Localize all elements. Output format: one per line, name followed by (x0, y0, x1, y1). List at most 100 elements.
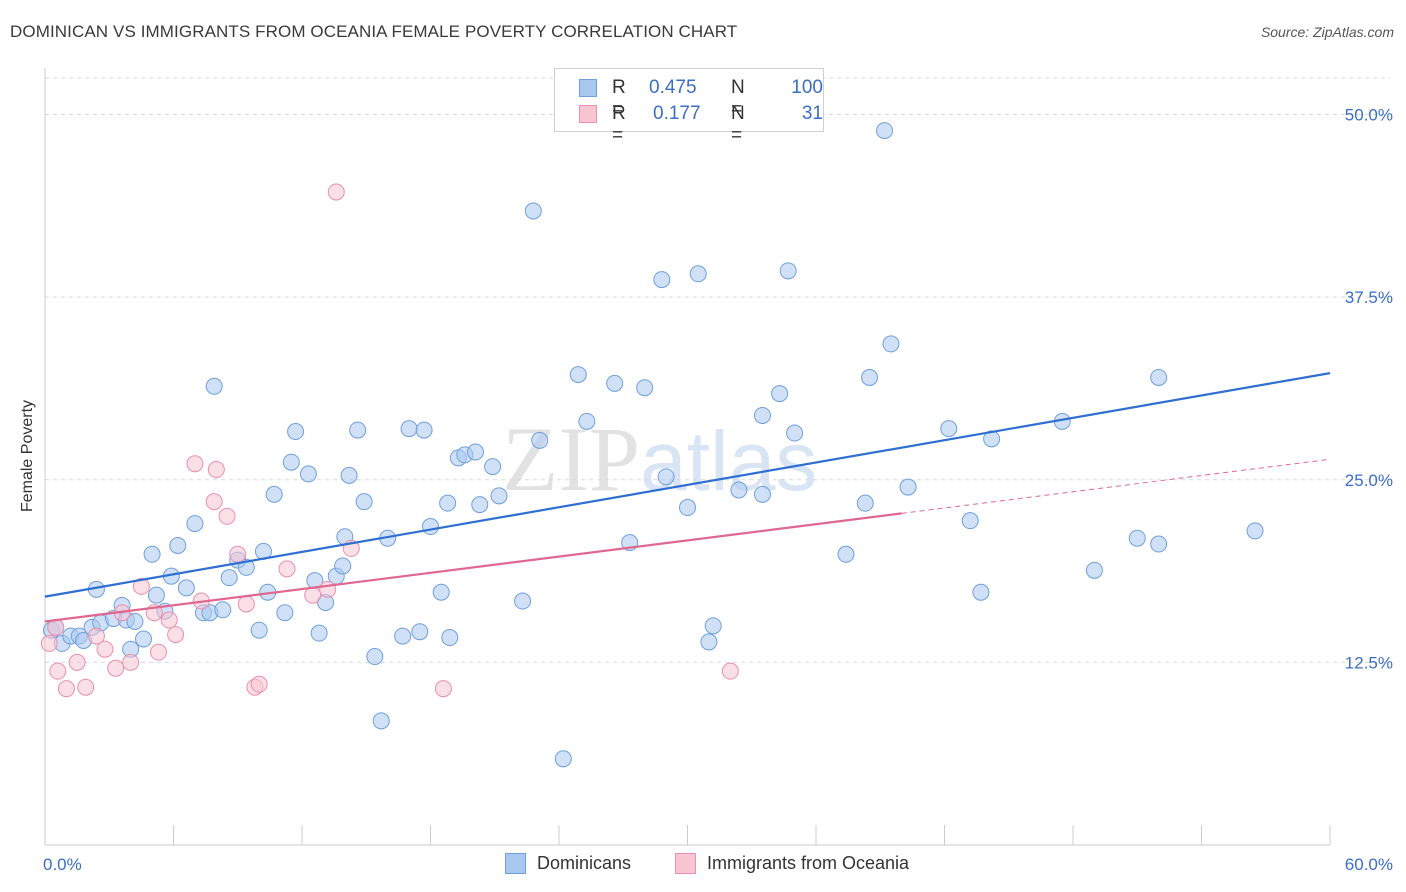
dominicans-point (961, 512, 979, 530)
dominicans-point (578, 412, 596, 430)
dominicans-point (983, 430, 1001, 448)
legend-r-label: R = (612, 103, 626, 146)
dominicans-point (484, 458, 502, 476)
tick-labels: 12.5% 25.0% 37.5% 50.0% 0.0% 60.0% (43, 106, 1393, 874)
watermark-zip: ZIP (502, 408, 640, 510)
oceania-point (96, 640, 114, 658)
dominicans-point (466, 443, 484, 461)
stats-legend: R = 0.475 N = 100 R = 0.177 N = 31 (554, 68, 824, 146)
oceania-point (68, 653, 86, 671)
axes (44, 68, 1331, 846)
bottom-legend-label: Immigrants from Oceania (707, 853, 910, 873)
oceania-point (57, 680, 75, 698)
oceania-point (77, 678, 95, 696)
oceania-point (721, 662, 739, 680)
oceania-point (205, 493, 223, 511)
oceania-point (150, 643, 168, 661)
dominicans-point (786, 424, 804, 442)
dominicans-point (1128, 529, 1146, 547)
oceania-point (250, 675, 268, 693)
dominicans-point (282, 453, 300, 471)
dominicans-point (334, 557, 352, 575)
dominicans-point (554, 750, 572, 768)
dominicans-point (1150, 368, 1168, 386)
dominicans-point (366, 648, 384, 666)
legend-r-value: 0.475 (649, 77, 697, 98)
x-tick-label: 0.0% (43, 855, 82, 874)
dominicans-point (143, 545, 161, 563)
dominicans-point (400, 420, 418, 438)
dominicans-point (415, 421, 433, 439)
dominicans-point (779, 262, 797, 280)
dominicans-point (569, 366, 587, 384)
dominicans-point (972, 583, 990, 601)
dominicans-point (250, 621, 268, 639)
dominicans-point (1085, 561, 1103, 579)
dominicans-point (1150, 535, 1168, 553)
y-tick-label: 25.0% (1345, 471, 1393, 490)
trend-lines (44, 372, 1331, 623)
oceania-point (207, 461, 225, 479)
legend-n-label: N = (731, 77, 745, 120)
dominicans-point (299, 465, 317, 483)
dominicans-point (422, 518, 439, 536)
dominicans-point (856, 494, 874, 512)
dominicans-trend-line (44, 372, 1331, 598)
dominicans-point (606, 374, 624, 392)
dominicans-point (135, 630, 153, 648)
oceania-point (167, 626, 185, 644)
source-label: Source: ZipAtlas.com (1260, 24, 1394, 40)
dominicans-point (490, 487, 508, 505)
dominicans-point (700, 633, 718, 651)
y-tick-label: 12.5% (1345, 653, 1393, 672)
bottom-legend-label: Dominicans (537, 853, 632, 873)
oceania-points (40, 183, 739, 698)
dominicans-point (220, 569, 238, 587)
y-tick-label: 37.5% (1345, 288, 1393, 307)
dominicans-point (771, 385, 789, 403)
dominicans-point (394, 627, 412, 645)
oceania-point (186, 455, 204, 473)
dominicans-point (861, 368, 879, 386)
legend-swatch-pink (579, 105, 597, 123)
dominicans-point (126, 612, 144, 630)
legend-n-value: 100 (791, 77, 823, 98)
oceania-point (132, 577, 150, 595)
dominicans-point (837, 545, 855, 563)
oceania-point (229, 545, 247, 563)
oceania-point (40, 634, 58, 652)
dominicans-point (636, 379, 654, 397)
oceania-point (327, 183, 345, 201)
dominicans-point (177, 579, 195, 597)
oceania-point (237, 595, 255, 613)
dominicans-point (899, 478, 917, 496)
dominicans-point (340, 466, 358, 484)
dominicans-point (689, 265, 707, 283)
dominicans-point (940, 420, 958, 438)
dominicans-point (169, 537, 187, 555)
dominicans-point (441, 629, 459, 647)
legend-r-label: R = (612, 77, 626, 120)
oceania-point (434, 680, 452, 698)
dominicans-point (657, 468, 675, 486)
dominicans-point (276, 604, 294, 622)
dominicans-point (1246, 522, 1264, 540)
oceania-point (122, 653, 140, 671)
dominicans-point (439, 494, 457, 512)
dominicans-point (679, 499, 696, 517)
dominicans-point (514, 592, 532, 610)
bottom-legend-swatch-blue (505, 853, 526, 874)
legend-n-value: 31 (801, 103, 823, 124)
dominicans-point (531, 431, 549, 449)
bottom-legend-swatch-pink (675, 853, 696, 874)
dominicans-point (882, 335, 900, 353)
dominicans-point (471, 496, 489, 514)
dominicans-point (186, 515, 204, 533)
dominicans-point (265, 485, 283, 503)
legend-n-label: N = (731, 103, 745, 146)
dominicans-point (704, 617, 722, 635)
y-tick-label: 50.0% (1345, 106, 1393, 125)
dominicans-point (411, 623, 429, 641)
dominicans-point (205, 377, 223, 395)
